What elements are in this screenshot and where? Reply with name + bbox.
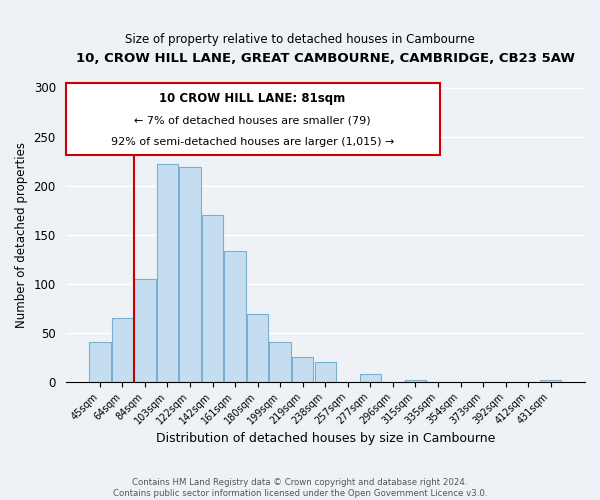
Bar [89,342,110,382]
Text: Size of property relative to detached houses in Cambourne: Size of property relative to detached ho… [125,32,475,46]
Bar [405,380,426,382]
Bar [247,314,268,382]
Bar [179,167,201,382]
Text: Contains HM Land Registry data © Crown copyright and database right 2024.
Contai: Contains HM Land Registry data © Crown c… [113,478,487,498]
Text: ← 7% of detached houses are smaller (79): ← 7% of detached houses are smaller (79) [134,115,371,125]
Bar [157,164,178,382]
Bar [224,252,246,382]
Bar [540,380,562,382]
Bar [202,215,223,382]
Title: 10, CROW HILL LANE, GREAT CAMBOURNE, CAMBRIDGE, CB23 5AW: 10, CROW HILL LANE, GREAT CAMBOURNE, CAM… [76,52,575,66]
Bar [359,374,381,382]
Bar [269,342,291,382]
Text: 10 CROW HILL LANE: 81sqm: 10 CROW HILL LANE: 81sqm [160,92,346,105]
Y-axis label: Number of detached properties: Number of detached properties [15,142,28,328]
X-axis label: Distribution of detached houses by size in Cambourne: Distribution of detached houses by size … [155,432,495,445]
Bar [134,278,155,382]
Bar [292,357,313,382]
Bar [314,362,336,382]
Text: 92% of semi-detached houses are larger (1,015) →: 92% of semi-detached houses are larger (… [111,137,394,147]
Bar [112,318,133,382]
